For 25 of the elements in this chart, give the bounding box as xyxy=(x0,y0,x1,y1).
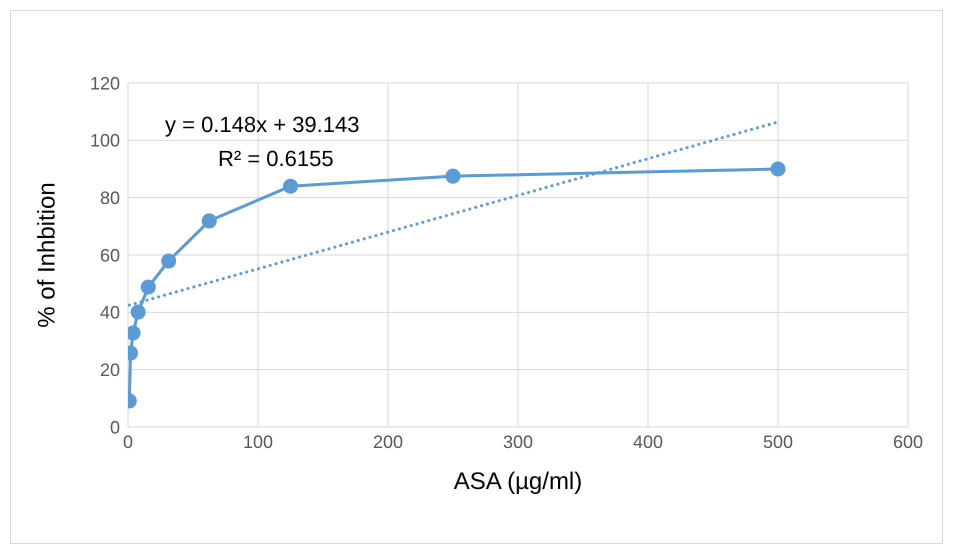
y-tick-label: 120 xyxy=(90,73,120,94)
x-tick-label: 500 xyxy=(762,432,794,452)
y-tick-label: 0 xyxy=(110,417,120,438)
x-tick-label: 0 xyxy=(122,432,134,452)
y-tick-label: 80 xyxy=(100,188,120,208)
point xyxy=(446,168,460,184)
x-tick-label: 100 xyxy=(242,432,274,452)
annotation: y = 0.148x + 39.143 xyxy=(165,112,360,138)
point xyxy=(202,213,217,228)
x-tick-label: 600 xyxy=(892,432,924,452)
y-tick-label: 60 xyxy=(100,245,120,266)
y-tick-label: 40 xyxy=(100,302,120,323)
annotation: R² = 0.6155 xyxy=(218,146,334,172)
x-tick-label: 200 xyxy=(372,432,404,452)
y-axis-title: % of Inhbition xyxy=(34,182,61,328)
x-tick-label: 300 xyxy=(502,432,534,452)
y-tick-label: 20 xyxy=(100,360,120,380)
y-tick-label: 100 xyxy=(90,130,120,151)
x-axis-title: ASA (µg/ml) xyxy=(454,468,582,495)
point xyxy=(770,162,786,176)
point xyxy=(130,304,146,320)
x-tick-label: 400 xyxy=(632,432,664,452)
point xyxy=(283,178,298,194)
point xyxy=(140,280,156,295)
point xyxy=(161,254,176,269)
